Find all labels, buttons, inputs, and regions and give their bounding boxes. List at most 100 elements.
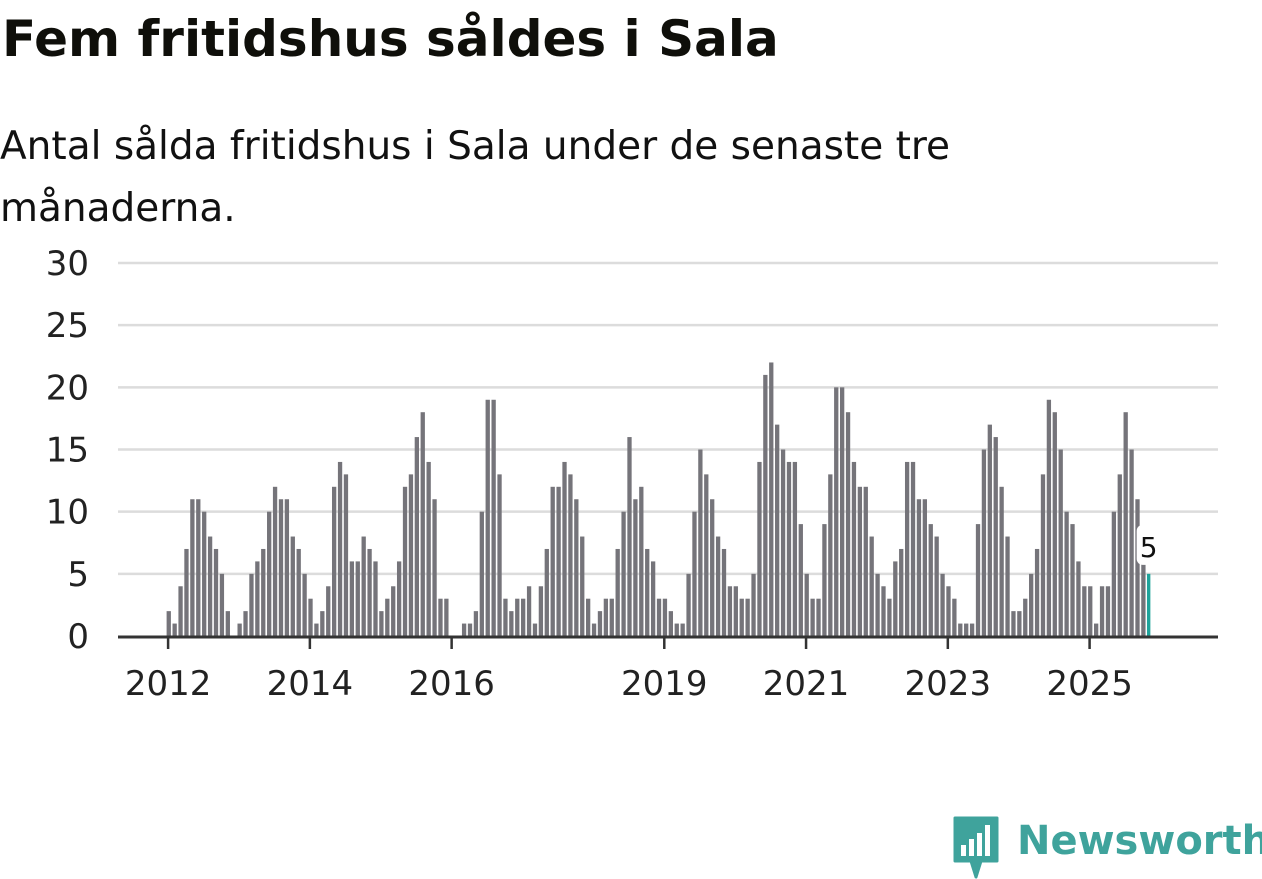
bar <box>1141 561 1146 636</box>
bar <box>473 611 479 636</box>
bar <box>296 548 301 636</box>
bar <box>715 536 721 636</box>
bar <box>869 536 874 636</box>
bar <box>615 548 620 636</box>
bar <box>609 598 614 636</box>
chart-subtitle: Antal sålda fritidshus i Sala under de s… <box>0 124 951 231</box>
bar <box>396 561 402 636</box>
bar <box>621 511 626 636</box>
bar <box>816 598 821 636</box>
x-tick-label-2016: 2016 <box>408 664 495 704</box>
bar <box>1040 474 1046 636</box>
bar <box>320 611 325 636</box>
x-tick-label-2023: 2023 <box>905 664 992 704</box>
bar <box>361 536 366 636</box>
bar <box>745 598 750 636</box>
bar <box>1046 399 1052 636</box>
bar <box>656 598 662 636</box>
bar <box>999 486 1004 636</box>
bar <box>928 524 933 636</box>
newsworthy-bar-chart-icon <box>953 816 999 879</box>
bar <box>196 499 201 636</box>
bar <box>798 524 803 636</box>
bar <box>662 598 668 636</box>
bar <box>408 474 414 636</box>
x-tick-label-2012: 2012 <box>125 664 212 704</box>
bar <box>845 412 851 636</box>
bar <box>934 536 939 636</box>
bar <box>639 486 644 636</box>
bar <box>881 586 886 636</box>
bar <box>267 511 272 636</box>
bar <box>432 499 437 636</box>
gridlines <box>118 261 1218 576</box>
bar <box>444 598 449 636</box>
bar <box>910 461 916 636</box>
bar <box>686 573 691 636</box>
bar <box>828 474 833 636</box>
bar <box>337 461 343 636</box>
bar <box>1117 474 1122 636</box>
bar <box>562 461 567 636</box>
bar <box>1064 511 1069 636</box>
bar <box>987 424 992 636</box>
bar <box>308 598 313 636</box>
bar <box>1017 611 1022 636</box>
bar <box>202 511 207 636</box>
bar <box>568 474 573 636</box>
bar <box>314 623 319 636</box>
bar <box>969 623 975 636</box>
bar <box>1088 586 1093 636</box>
bar <box>633 499 638 636</box>
y-tick-label-10: 10 <box>46 493 89 533</box>
bar <box>521 598 526 636</box>
bar <box>1070 524 1075 636</box>
bar <box>916 499 922 636</box>
bar <box>975 524 981 636</box>
bar <box>1135 499 1140 636</box>
bar <box>733 586 738 636</box>
bar <box>1034 548 1040 636</box>
bar <box>792 461 798 636</box>
bar <box>526 586 532 636</box>
bar <box>532 623 538 636</box>
bar <box>349 561 355 636</box>
x-axis-ticks: 2012 2014 2016 2019 2021 2023 2025 <box>125 636 1133 704</box>
y-axis-tick-labels: 0 5 10 15 20 25 30 <box>46 244 89 657</box>
x-tick-label-2014: 2014 <box>267 664 354 704</box>
bar <box>964 623 969 636</box>
bar <box>1093 623 1099 636</box>
bar <box>863 486 868 636</box>
bar <box>485 399 490 636</box>
bar <box>207 536 213 636</box>
bar <box>515 598 520 636</box>
bar <box>1023 598 1028 636</box>
y-tick-label-15: 15 <box>46 431 89 471</box>
bar <box>213 548 219 636</box>
bar <box>479 511 484 636</box>
y-tick-label-30: 30 <box>46 244 89 284</box>
bar <box>237 623 242 636</box>
bar <box>775 424 780 636</box>
bar <box>225 611 230 636</box>
bar <box>1011 611 1016 636</box>
y-tick-label-25: 25 <box>46 306 89 346</box>
bar <box>810 598 815 636</box>
bar <box>727 586 733 636</box>
y-tick-label-5: 5 <box>67 555 89 595</box>
bar <box>249 573 254 636</box>
bar <box>875 573 880 636</box>
bar <box>343 474 349 636</box>
bar <box>627 437 632 636</box>
bar <box>899 548 904 636</box>
bar <box>326 586 331 636</box>
bars <box>166 362 1151 636</box>
bar <box>503 598 508 636</box>
bar <box>834 387 839 636</box>
bar <box>851 461 857 636</box>
x-tick-label-2025: 2025 <box>1046 664 1133 704</box>
bar <box>739 598 744 636</box>
bar <box>544 548 549 636</box>
chart-title: Fem fritidshus såldes i Sala <box>2 10 779 68</box>
